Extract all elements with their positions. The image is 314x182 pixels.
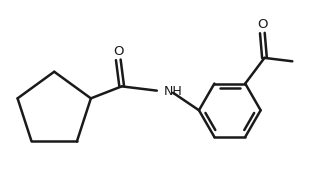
Text: O: O xyxy=(257,18,268,31)
Text: O: O xyxy=(113,45,123,58)
Text: NH: NH xyxy=(164,85,183,98)
